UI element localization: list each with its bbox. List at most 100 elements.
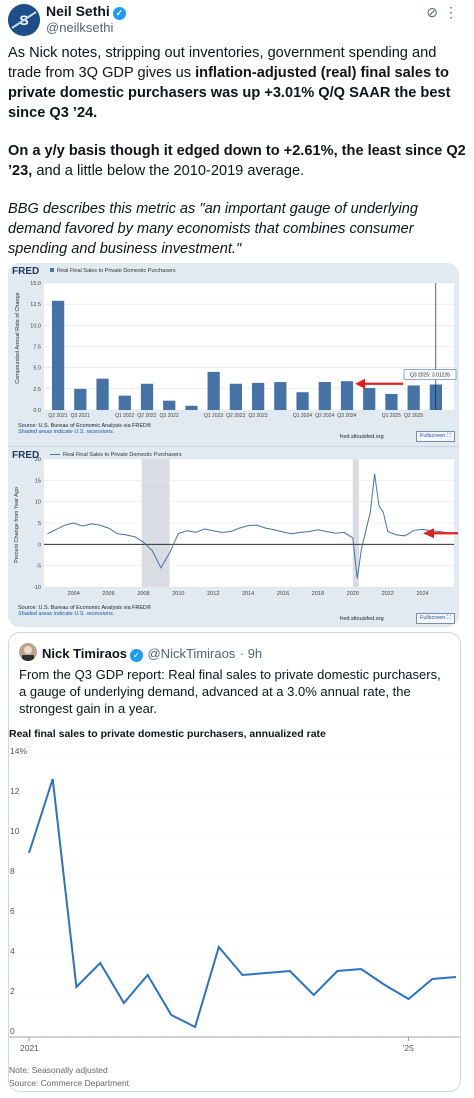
quote-time: · 9h	[239, 646, 263, 661]
tweet-paragraph-3: BBG describes this metric as "an importa…	[8, 201, 418, 257]
fred-logo: FRED	[12, 450, 40, 461]
fred-line-panel: FRED Real Final Sales to Private Domesti…	[8, 446, 459, 627]
y-tick-label: 5	[38, 521, 41, 527]
red-arrow-head	[423, 528, 434, 539]
x-tick-label: Q3 2023	[248, 413, 267, 419]
x-tick-label: 2008	[137, 591, 149, 597]
more-icon[interactable]: ⋮	[444, 4, 464, 20]
fred2-legend: Real Final Sales to Private Domestic Pur…	[50, 452, 182, 458]
fred1-legend: Real Final Sales to Private Domestic Pur…	[50, 268, 176, 274]
y-tick-label: 10	[35, 500, 41, 506]
y-tick-label: 2	[10, 986, 15, 996]
x-tick-label: 2004	[68, 591, 80, 597]
fred2-source: Source: U.S. Bureau of Economic Analysis…	[18, 605, 152, 617]
series-line	[28, 778, 457, 1029]
legend-line-swatch	[50, 454, 60, 456]
bar	[407, 385, 420, 410]
y-tick-label: 12.5	[30, 302, 41, 308]
fred1-site: fred.stlouisfed.org	[340, 434, 384, 440]
red-arrow-head	[355, 378, 365, 389]
tweet-paragraph-2: On a y/y basis though it edged down to +…	[8, 143, 466, 179]
x-tick-label: Q1 2023	[204, 413, 223, 419]
quote-author-name: Nick Timiraos	[42, 646, 128, 661]
y-tick-label: 14%	[10, 746, 27, 756]
bar	[363, 387, 376, 410]
x-tick-label: Q1 2025	[382, 413, 401, 419]
author-handle[interactable]: @neilksethi	[46, 20, 114, 35]
x-tick-label: Q1 2024	[293, 413, 312, 419]
x-tick-label: 2020	[347, 591, 359, 597]
bar	[140, 383, 154, 410]
y-tick-label: -10	[33, 585, 41, 591]
y-tick-label: 0	[38, 542, 41, 548]
bar	[385, 393, 398, 410]
grok-icon[interactable]: ⊘	[426, 4, 444, 20]
y-tick-label: 10	[10, 826, 20, 836]
y-tick-label: 6	[10, 906, 15, 916]
x-tick-label: 2012	[207, 591, 219, 597]
y-tick-label: 12	[10, 786, 20, 796]
x-tick-label: Q3 2022	[160, 413, 179, 419]
fred-bar-chart: 0.0 2.5 5.0 7.5 10.0 12.5 15.0 Q2 2021 Q3 2021 Q1…	[30, 281, 457, 419]
fred1-source: Source: U.S. Bureau of Economic Analysis…	[18, 423, 152, 435]
x-tick-label: 2021	[20, 1043, 39, 1053]
fullscreen-button[interactable]: Fullscreen ⛶	[416, 431, 455, 442]
author-name[interactable]: Neil Sethi ✓	[46, 3, 126, 20]
x-tick-label: 2010	[172, 591, 184, 597]
x-tick-label: 2018	[312, 591, 324, 597]
x-tick-label: Q2 2022	[137, 413, 156, 419]
avatar[interactable]: S	[8, 4, 40, 36]
y-tick-label: 5.0	[33, 366, 41, 372]
fred2-site: fred.stlouisfed.org	[340, 616, 384, 622]
fullscreen-button[interactable]: Fullscreen ⛶	[416, 613, 455, 624]
quote-author-handle: @NickTimiraos	[147, 646, 236, 661]
legend-swatch	[50, 268, 54, 272]
x-tick-label: Q3 2024	[337, 413, 356, 419]
bar	[274, 382, 287, 410]
bar	[207, 371, 220, 410]
fred-line-chart: -10 -5 0 5 10 15 20 2004 2006 2008 2010 2012 2014 201…	[33, 457, 458, 597]
fred-bar-panel: FRED Real Final Sales to Private Domesti…	[8, 263, 459, 445]
x-tick-label: 2006	[102, 591, 114, 597]
verified-badge-icon: ✓	[112, 7, 126, 20]
bar	[318, 382, 331, 410]
tooltip-text: Q3 2025: 3.01226	[410, 372, 450, 378]
quote-tweet[interactable]: Nick Timiraos ✓ @NickTimiraos · 9h From t…	[8, 632, 461, 1092]
y-tick-label: 0.0	[33, 408, 41, 414]
x-tick-label: 2022	[382, 591, 394, 597]
y-tick-label: 7.5	[33, 345, 41, 351]
bar	[229, 383, 242, 410]
bar	[252, 382, 265, 410]
x-tick-label: Q2 2024	[315, 413, 334, 419]
x-tick-label: Q2 2023	[226, 413, 245, 419]
y-tick-label: 2.5	[33, 387, 41, 393]
x-tick-label: Q2 2021	[48, 413, 67, 419]
quote-text: From the Q3 GDP report: Real final sales…	[19, 667, 441, 716]
x-tick-label: ’25	[403, 1043, 415, 1053]
y-tick-label: 15	[35, 478, 41, 484]
x-tick-label: 2024	[416, 591, 428, 597]
quote-header: Nick Timiraos ✓ @NickTimiraos · 9h	[42, 645, 262, 663]
y-tick-label: 4	[10, 946, 15, 956]
x-tick-label: 2016	[277, 591, 289, 597]
bar	[185, 405, 198, 410]
quote-avatar	[19, 643, 37, 661]
bar	[74, 388, 87, 410]
x-tick-label: Q1 2022	[115, 413, 134, 419]
series-line	[47, 473, 449, 579]
fred-logo: FRED	[12, 266, 40, 277]
y-tick-label: -5	[36, 564, 41, 570]
y-tick-label: 10.0	[30, 323, 41, 329]
verified-badge-icon: ✓	[130, 649, 144, 662]
y-tick-label: 20	[35, 457, 41, 463]
top-actions: ⊘⋮	[426, 4, 464, 21]
media-card[interactable]: FRED Real Final Sales to Private Domesti…	[8, 263, 459, 627]
x-tick-label: 2014	[242, 591, 254, 597]
y-tick-label: 8	[10, 866, 15, 876]
y-tick-label: 15.0	[30, 281, 41, 287]
bar	[340, 381, 354, 410]
quote-chart-title: Real final sales to private domestic pur…	[9, 728, 326, 740]
x-tick-label: Q2 2025	[404, 413, 423, 419]
quote-line-chart: 0 2 4 6 8 10 12 14% 2021 ’25	[9, 746, 460, 1053]
y-tick-label: 0	[10, 1026, 15, 1036]
